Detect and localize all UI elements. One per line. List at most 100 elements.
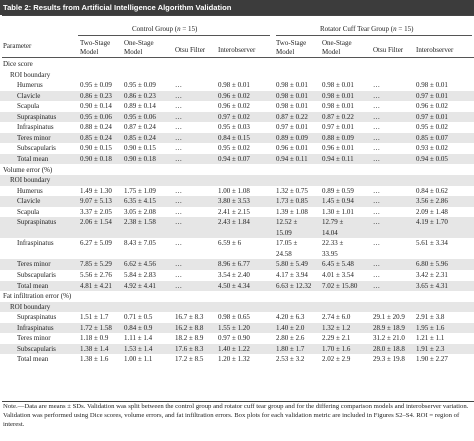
table-row: Teres minor 1.18 ± 0.9 1.11 ± 1.4 18.2 ± 8.… xyxy=(0,333,474,344)
table-title: Table 2: Results from Artificial Intelli… xyxy=(0,0,474,15)
table-cell: 28.0 ± 18.8 xyxy=(373,344,405,353)
table-cell: 12.52 ± xyxy=(276,218,298,227)
table-cell: 6.62 ± 4.56 xyxy=(124,260,156,269)
table-cell: 6.35 ± 4.15 xyxy=(124,197,156,206)
table-cell: … xyxy=(175,197,182,206)
table-cell: … xyxy=(175,218,182,227)
row-label: Clavicle xyxy=(17,91,41,100)
row-label: Volume error (%) xyxy=(3,165,53,174)
table-cell: … xyxy=(175,271,182,279)
table-cell: 0.87 ± 0.22 xyxy=(322,112,354,121)
table-cell: 0.98 ± 0.01 xyxy=(322,81,354,90)
group-rule-control xyxy=(78,35,270,36)
table-cell: 1.21 ± 1.1 xyxy=(416,334,445,343)
table-cell: 3.05 ± 2.08 xyxy=(124,207,156,216)
row-label: Scapula xyxy=(17,102,40,111)
table-cell: 0.97 ± 0.01 xyxy=(322,123,354,132)
table-cell: 1.72 ± 1.58 xyxy=(80,323,112,332)
table-cell: 3.54 ± 2.40 xyxy=(218,271,250,279)
table-cell: 3.56 ± 2.86 xyxy=(416,197,448,206)
table-row: Clavicle 0.86 ± 0.23 0.86 ± 0.23 … 0.96 ± 0.… xyxy=(0,90,474,102)
table-cell: 0.96 ± 0.02 xyxy=(218,102,250,111)
table-row: Scapula 0.90 ± 0.14 0.89 ± 0.14 … 0.96 ± 0.0… xyxy=(0,101,474,112)
table-row: Scapula 3.37 ± 2.05 3.05 ± 2.08 … 2.41 ± 2.1… xyxy=(0,207,474,218)
table-cell: 5.61 ± 3.34 xyxy=(416,239,448,248)
table-cell: 3.37 ± 2.05 xyxy=(80,207,112,216)
row-label: Infraspinatus xyxy=(17,323,54,332)
table-cell: 0.96 ± 0.02 xyxy=(218,91,250,100)
table-cell: 29.3 ± 19.8 xyxy=(373,355,405,364)
table-cell: 0.97 ± 0.01 xyxy=(276,123,308,132)
table-cell: … xyxy=(175,112,182,121)
header-parameter: Parameter xyxy=(3,42,32,50)
table-cell: 0.88 ± 0.24 xyxy=(80,123,112,132)
table-cell: … xyxy=(373,260,380,269)
table-cell: 0.98 ± 0.65 xyxy=(218,313,250,322)
table-cell: … xyxy=(373,239,380,248)
row-label: ROI boundary xyxy=(10,70,51,79)
table-cell: 1.40 ± 2.0 xyxy=(276,323,305,332)
table-cell: 17.2 ± 8.5 xyxy=(175,355,204,364)
table-cell: 1.39 ± 1.08 xyxy=(276,207,308,216)
table-row: Humerus 1.49 ± 1.30 1.75 ± 1.09 … 1.00 ± 1.0… xyxy=(0,186,474,197)
column-header: Interobserver xyxy=(218,46,256,54)
table-cell: … xyxy=(373,154,380,163)
table-cell: 0.87 ± 0.24 xyxy=(124,123,156,132)
table-cell: 1.20 ± 1.32 xyxy=(218,355,250,364)
table-cell: 2.02 ± 2.9 xyxy=(322,355,351,364)
table-cell: 1.90 ± 2.27 xyxy=(416,355,448,364)
table-cell: 3.80 ± 3.53 xyxy=(218,197,250,206)
table-cell: 1.38 ± 1.4 xyxy=(80,344,109,353)
row-label: ROI boundary xyxy=(10,302,51,311)
table-cell: 6.63 ± 12.32 xyxy=(276,281,312,290)
table-cell: 0.85 ± 0.07 xyxy=(416,133,448,142)
table-cell: 6.59 ± 6 xyxy=(218,239,242,248)
table-cell: 31.2 ± 21.0 xyxy=(373,334,405,343)
table-cell: 6.80 ± 5.96 xyxy=(416,260,448,269)
row-label: Subscapularis xyxy=(17,344,56,353)
table-cell: 4.17 ± 3.94 xyxy=(276,271,308,279)
table-cell: 2.41 ± 2.15 xyxy=(218,207,250,216)
table-cell: 2.91 ± 3.8 xyxy=(416,313,445,322)
table-cell: 22.33 ± xyxy=(322,239,344,248)
table-cell: … xyxy=(175,186,182,195)
column-header: Otsu Filter xyxy=(373,46,404,54)
table-cell: 0.95 ± 0.09 xyxy=(124,81,156,90)
row-label: Teres minor xyxy=(17,133,51,142)
table-cell: 0.98 ± 0.01 xyxy=(276,102,308,111)
table-cell: 8.43 ± 7.05 xyxy=(124,239,156,248)
table-cell: 0.95 ± 0.03 xyxy=(218,123,250,132)
table-cell: 28.9 ± 18.9 xyxy=(373,323,405,332)
table-cell: … xyxy=(175,81,182,90)
table-cell: 0.90 ± 0.18 xyxy=(80,154,112,163)
row-label: Clavicle xyxy=(17,197,41,206)
table-cell: 0.98 ± 0.01 xyxy=(218,81,250,90)
table-cell: 12.79 ± xyxy=(322,218,344,227)
table-row: Dice score xyxy=(0,59,474,70)
table-cell: … xyxy=(175,239,182,248)
table-cell: 4.81 ± 4.21 xyxy=(80,281,112,290)
table-cell: … xyxy=(175,133,182,142)
table-cell: 1.73 ± 0.85 xyxy=(276,197,308,206)
table-cell: 2.38 ± 1.58 xyxy=(124,218,156,227)
table-cell: … xyxy=(175,144,182,153)
table-cell: 4.92 ± 4.41 xyxy=(124,281,156,290)
row-label: Supraspinatus xyxy=(17,313,57,322)
column-header: One-Stage xyxy=(322,39,352,47)
table-cell: 0.84 ± 0.15 xyxy=(218,133,250,142)
table-cell: 0.97 ± 0.02 xyxy=(218,112,250,121)
table-cell: 24.58 xyxy=(276,249,292,258)
table-cell: 0.86 ± 0.23 xyxy=(124,91,156,100)
table-cell: 29.1 ± 20.9 xyxy=(373,313,405,322)
table-cell: 0.98 ± 0.01 xyxy=(276,91,308,100)
table-cell: 1.40 ± 1.22 xyxy=(218,344,250,353)
table-cell: 2.53 ± 3.2 xyxy=(276,355,305,364)
table-cell: 0.98 ± 0.01 xyxy=(322,102,354,111)
table-cell: 2.09 ± 1.48 xyxy=(416,207,448,216)
row-label: ROI boundary xyxy=(10,176,51,185)
column-header: Model xyxy=(124,47,143,56)
table-cell: 0.86 ± 0.23 xyxy=(80,91,112,100)
table-cell: 7.02 ± 15.80 xyxy=(322,281,358,290)
table-cell: 0.96 ± 0.01 xyxy=(276,144,308,153)
table-cell: 1.75 ± 1.09 xyxy=(124,186,156,195)
